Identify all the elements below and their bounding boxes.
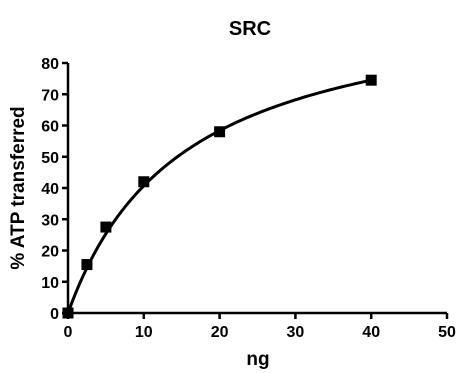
y-tick-label: 80 (41, 56, 59, 73)
data-point (214, 126, 226, 138)
data-point (365, 74, 377, 86)
chart-title: SRC (229, 18, 271, 40)
x-tick-label: 50 (438, 324, 456, 341)
y-axis-label: % ATP transferred (8, 106, 29, 269)
y-tick-label: 0 (50, 306, 59, 323)
y-axis-ticks: 0 10 20 30 40 50 60 70 80 (41, 56, 68, 323)
x-tick-label: 20 (211, 324, 229, 341)
y-tick-label: 10 (41, 275, 59, 292)
x-tick-label: 10 (135, 324, 153, 341)
x-tick-label: 40 (362, 324, 380, 341)
y-tick-label: 60 (41, 119, 59, 136)
x-tick-label: 0 (64, 324, 73, 341)
data-point (100, 221, 112, 233)
data-point (81, 259, 93, 271)
y-tick-label: 70 (41, 87, 59, 104)
data-point (138, 176, 150, 188)
x-axis-ticks: 0 10 20 30 40 50 (64, 313, 456, 341)
fit-curve (66, 78, 372, 314)
data-points (62, 74, 377, 319)
y-tick-label: 20 (41, 244, 59, 261)
y-tick-label: 30 (41, 212, 59, 229)
x-axis-label: ng (246, 349, 269, 370)
data-point (62, 307, 74, 319)
x-tick-label: 30 (287, 324, 305, 341)
y-tick-label: 40 (41, 181, 59, 198)
y-tick-label: 50 (41, 150, 59, 167)
